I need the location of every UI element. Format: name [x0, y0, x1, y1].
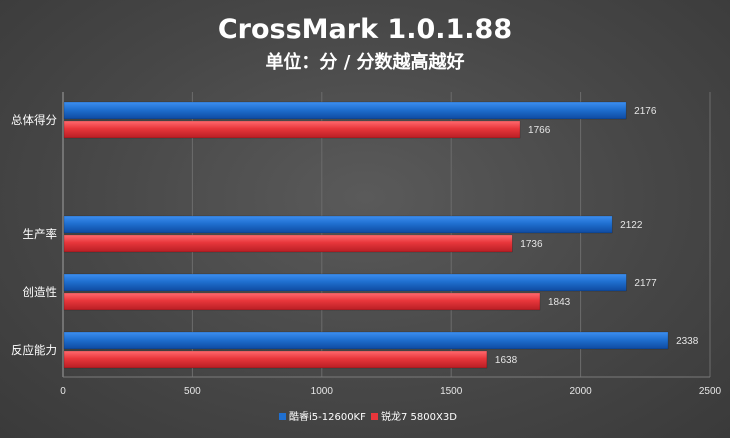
bar-value-label: 2177: [634, 278, 657, 289]
bar-intel: [63, 215, 613, 234]
bar-amd: [63, 350, 488, 369]
x-tick-label: 0: [60, 386, 66, 397]
legend: 酷睿i5-12600KF 锐龙7 5800X3D: [279, 410, 457, 423]
category-label: 生产率: [23, 227, 58, 241]
category-label: 创造性: [23, 285, 58, 299]
bar-intel: [63, 101, 627, 120]
legend-label: 酷睿i5-12600KF: [289, 410, 366, 423]
x-tick-label: 500: [184, 386, 201, 397]
bar-value-label: 1766: [528, 125, 551, 136]
category-label: 总体得分: [11, 113, 57, 127]
gridlines: [62, 92, 711, 378]
legend-swatch: [371, 413, 378, 420]
x-tick-label: 1000: [311, 386, 334, 397]
bar-value-label: 1638: [495, 355, 518, 366]
x-tick-label: 2000: [569, 386, 592, 397]
x-tick-label: 2500: [699, 386, 722, 397]
chart-subtitle: 单位：分 / 分数越高越好: [265, 51, 464, 73]
bar-amd: [63, 292, 541, 311]
bar-amd: [63, 120, 521, 139]
x-tick-labels: 0 500 1000 1500 2000 2500: [60, 386, 721, 397]
bar-value-label: 2176: [634, 106, 657, 117]
category-label: 反应能力: [11, 343, 57, 357]
bar-value-label: 2338: [676, 336, 699, 347]
bar-intel: [63, 273, 627, 292]
legend-swatch: [279, 413, 286, 420]
bar-amd: [63, 234, 513, 253]
bar-value-label: 2122: [620, 220, 643, 231]
bar-value-label: 1843: [548, 297, 571, 308]
chart-title: CrossMark 1.0.1.88: [218, 14, 512, 45]
legend-label: 锐龙7 5800X3D: [381, 410, 457, 423]
bar-intel: [63, 331, 669, 350]
bar-value-label: 1736: [520, 239, 543, 250]
x-tick-label: 1500: [440, 386, 463, 397]
bars: 2176 1766 2122 1736 2177 1843 2338 1638: [63, 101, 699, 369]
